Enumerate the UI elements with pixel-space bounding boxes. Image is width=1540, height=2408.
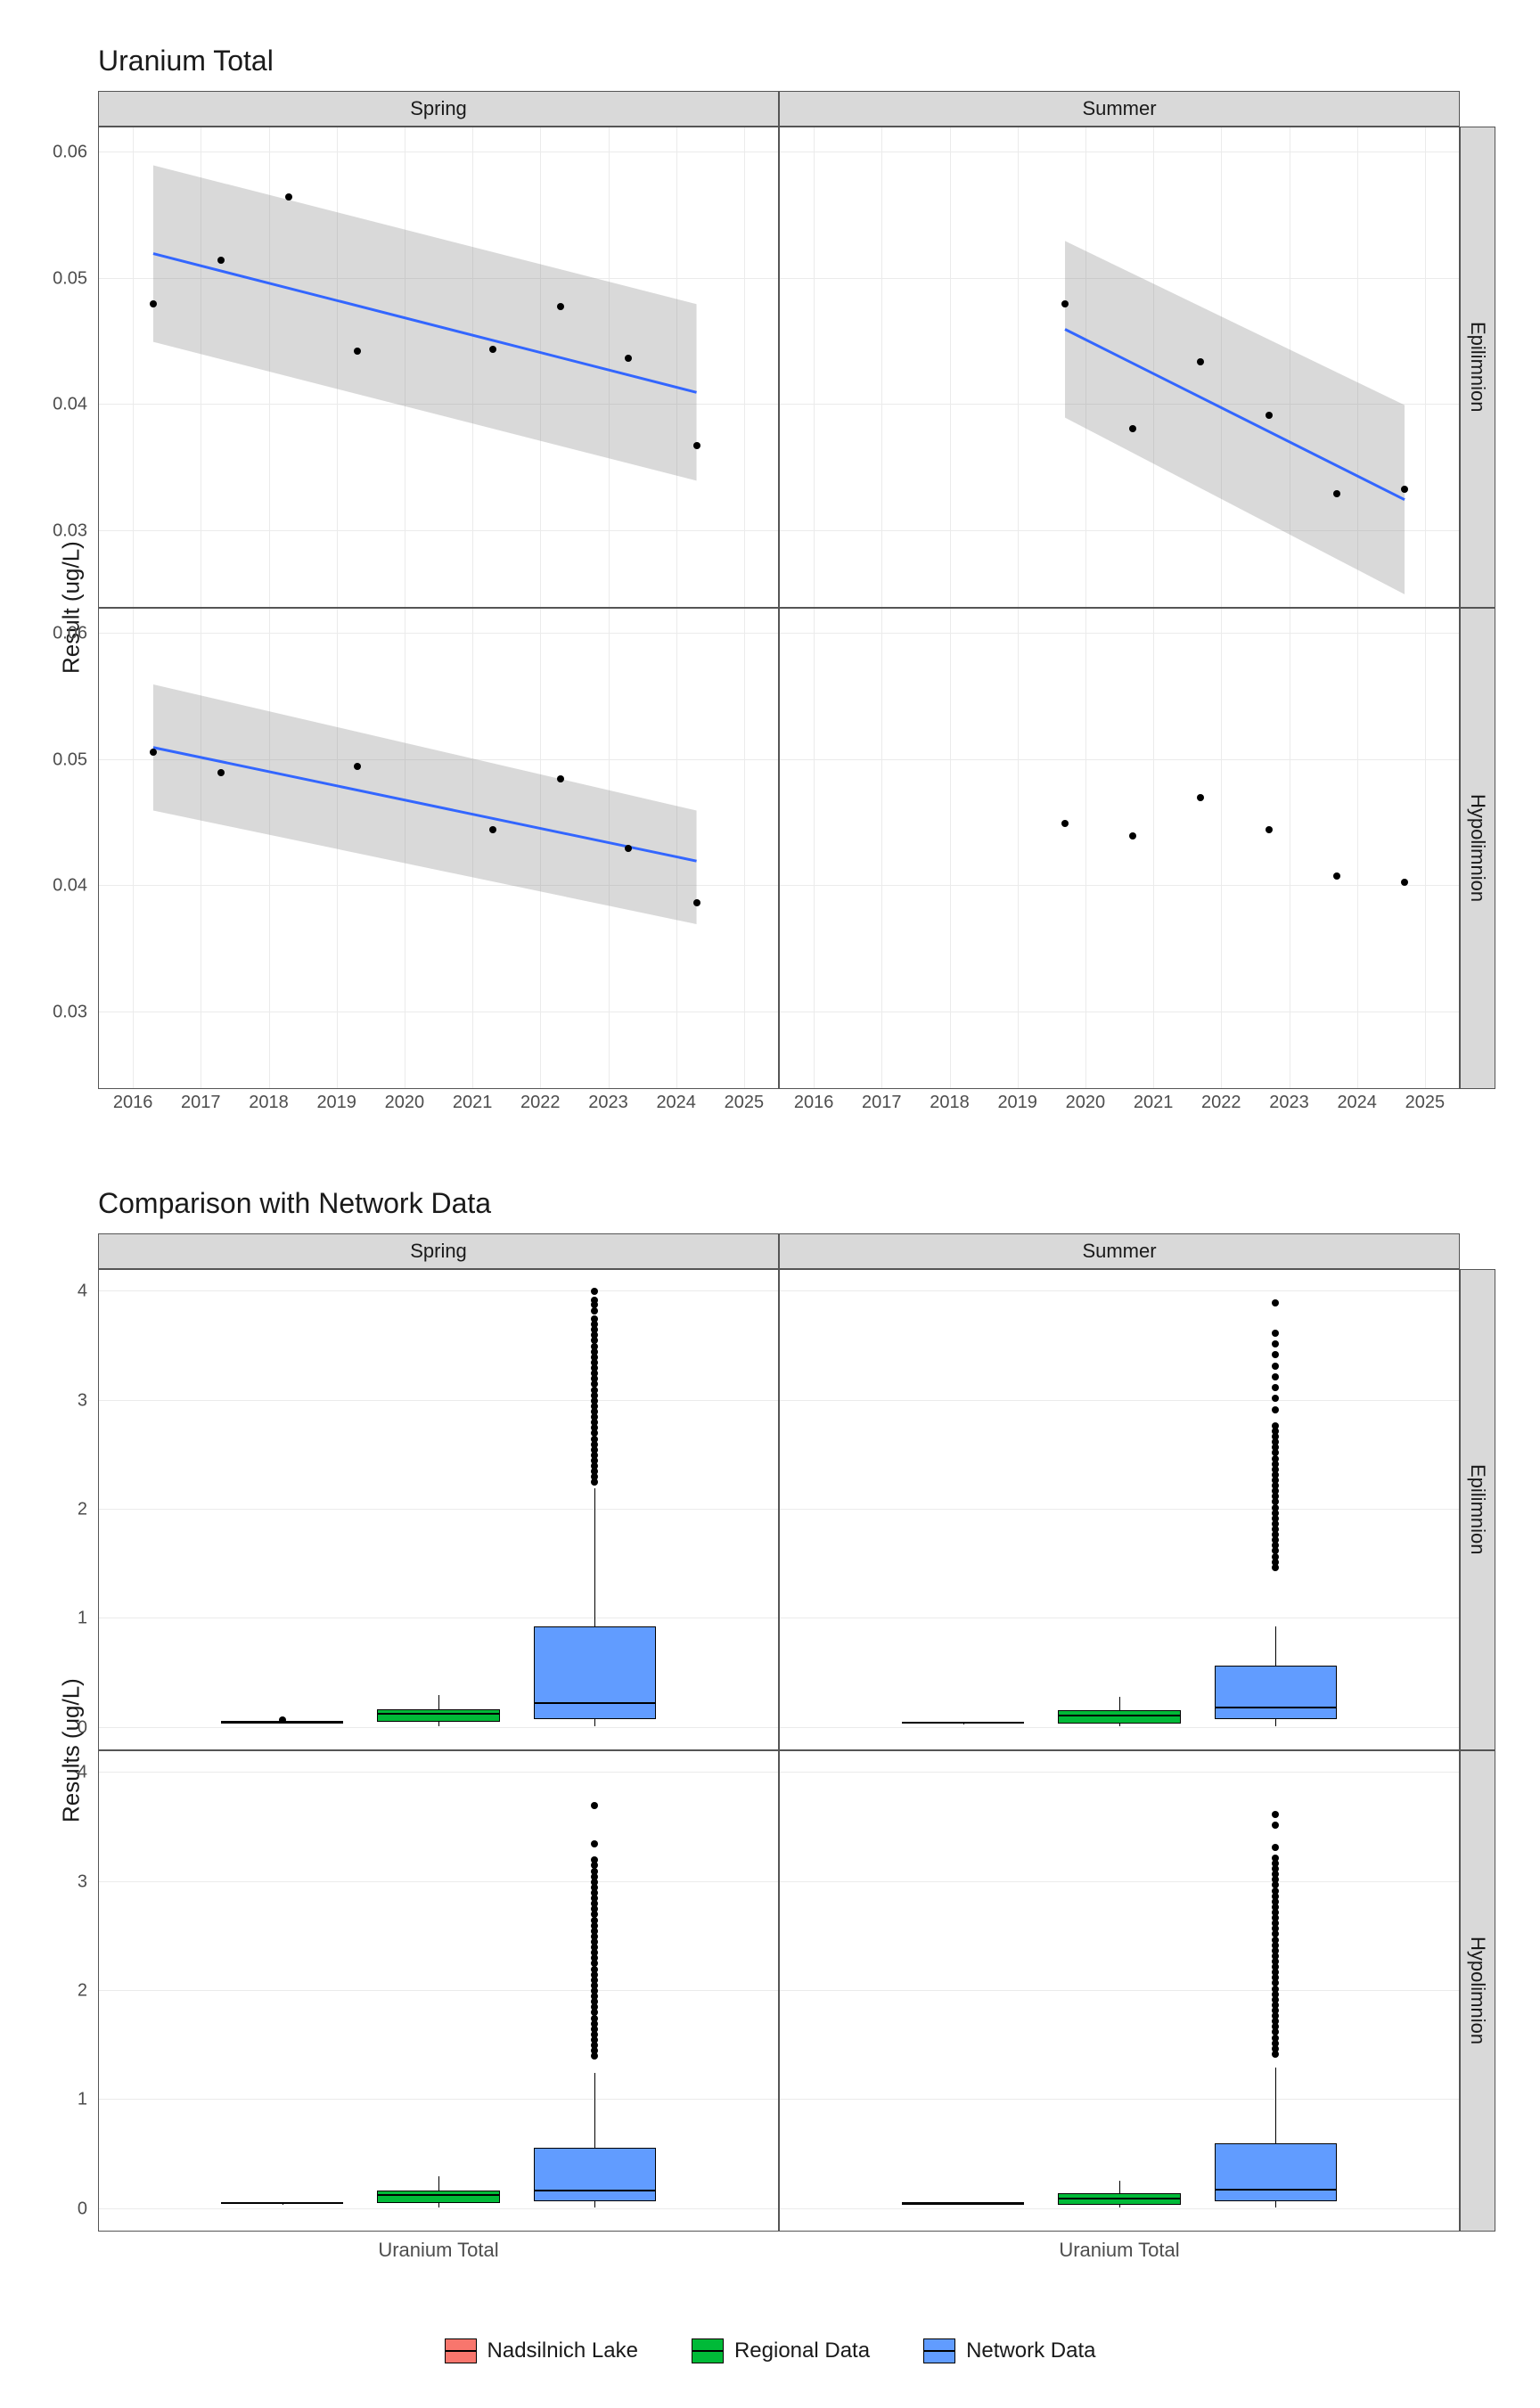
scatter-panel-1: [779, 127, 1460, 608]
scatter-panel-3: 2016201720182019202020212022202320242025: [779, 608, 1460, 1089]
scatter-col-header-spring: Spring: [98, 91, 779, 127]
legend-swatch-network: [923, 2338, 955, 2363]
box-panel-0: 01234: [98, 1269, 779, 1750]
box-row-header-hypo: Hypolimnion: [1460, 1750, 1495, 2232]
scatter-chart-title: Uranium Total: [98, 45, 1495, 78]
scatter-col-header-summer: Summer: [779, 91, 1460, 127]
scatter-panel-0: 0.030.040.050.06: [98, 127, 779, 608]
legend-item-regional: Regional Data: [692, 2338, 870, 2363]
scatter-row-header-hypo: Hypolimnion: [1460, 608, 1495, 1089]
box-row-header-epi: Epilimnion: [1460, 1269, 1495, 1750]
box-col-header-summer: Summer: [779, 1233, 1460, 1269]
legend-label-nadsilnich: Nadsilnich Lake: [487, 2338, 638, 2363]
box-col-header-spring: Spring: [98, 1233, 779, 1269]
legend-item-network: Network Data: [923, 2338, 1095, 2363]
box-panel-2: 01234Uranium Total: [98, 1750, 779, 2232]
legend-label-network: Network Data: [966, 2338, 1095, 2363]
legend: Nadsilnich Lake Regional Data Network Da…: [45, 2338, 1495, 2363]
scatter-facet-grid: Spring Summer Result (ug/L) 0.030.040.05…: [45, 91, 1495, 1134]
box-chart-title: Comparison with Network Data: [98, 1187, 1495, 1220]
legend-swatch-regional: [692, 2338, 724, 2363]
box-panel-3: Uranium Total: [779, 1750, 1460, 2232]
box-facet-grid: Spring Summer Results (ug/L) 01234 Epili…: [45, 1233, 1495, 2276]
legend-label-regional: Regional Data: [734, 2338, 870, 2363]
legend-swatch-nadsilnich: [445, 2338, 477, 2363]
legend-item-nadsilnich: Nadsilnich Lake: [445, 2338, 638, 2363]
scatter-row-header-epi: Epilimnion: [1460, 127, 1495, 608]
box-panel-1: [779, 1269, 1460, 1750]
scatter-panel-2: 0.030.040.050.06201620172018201920202021…: [98, 608, 779, 1089]
